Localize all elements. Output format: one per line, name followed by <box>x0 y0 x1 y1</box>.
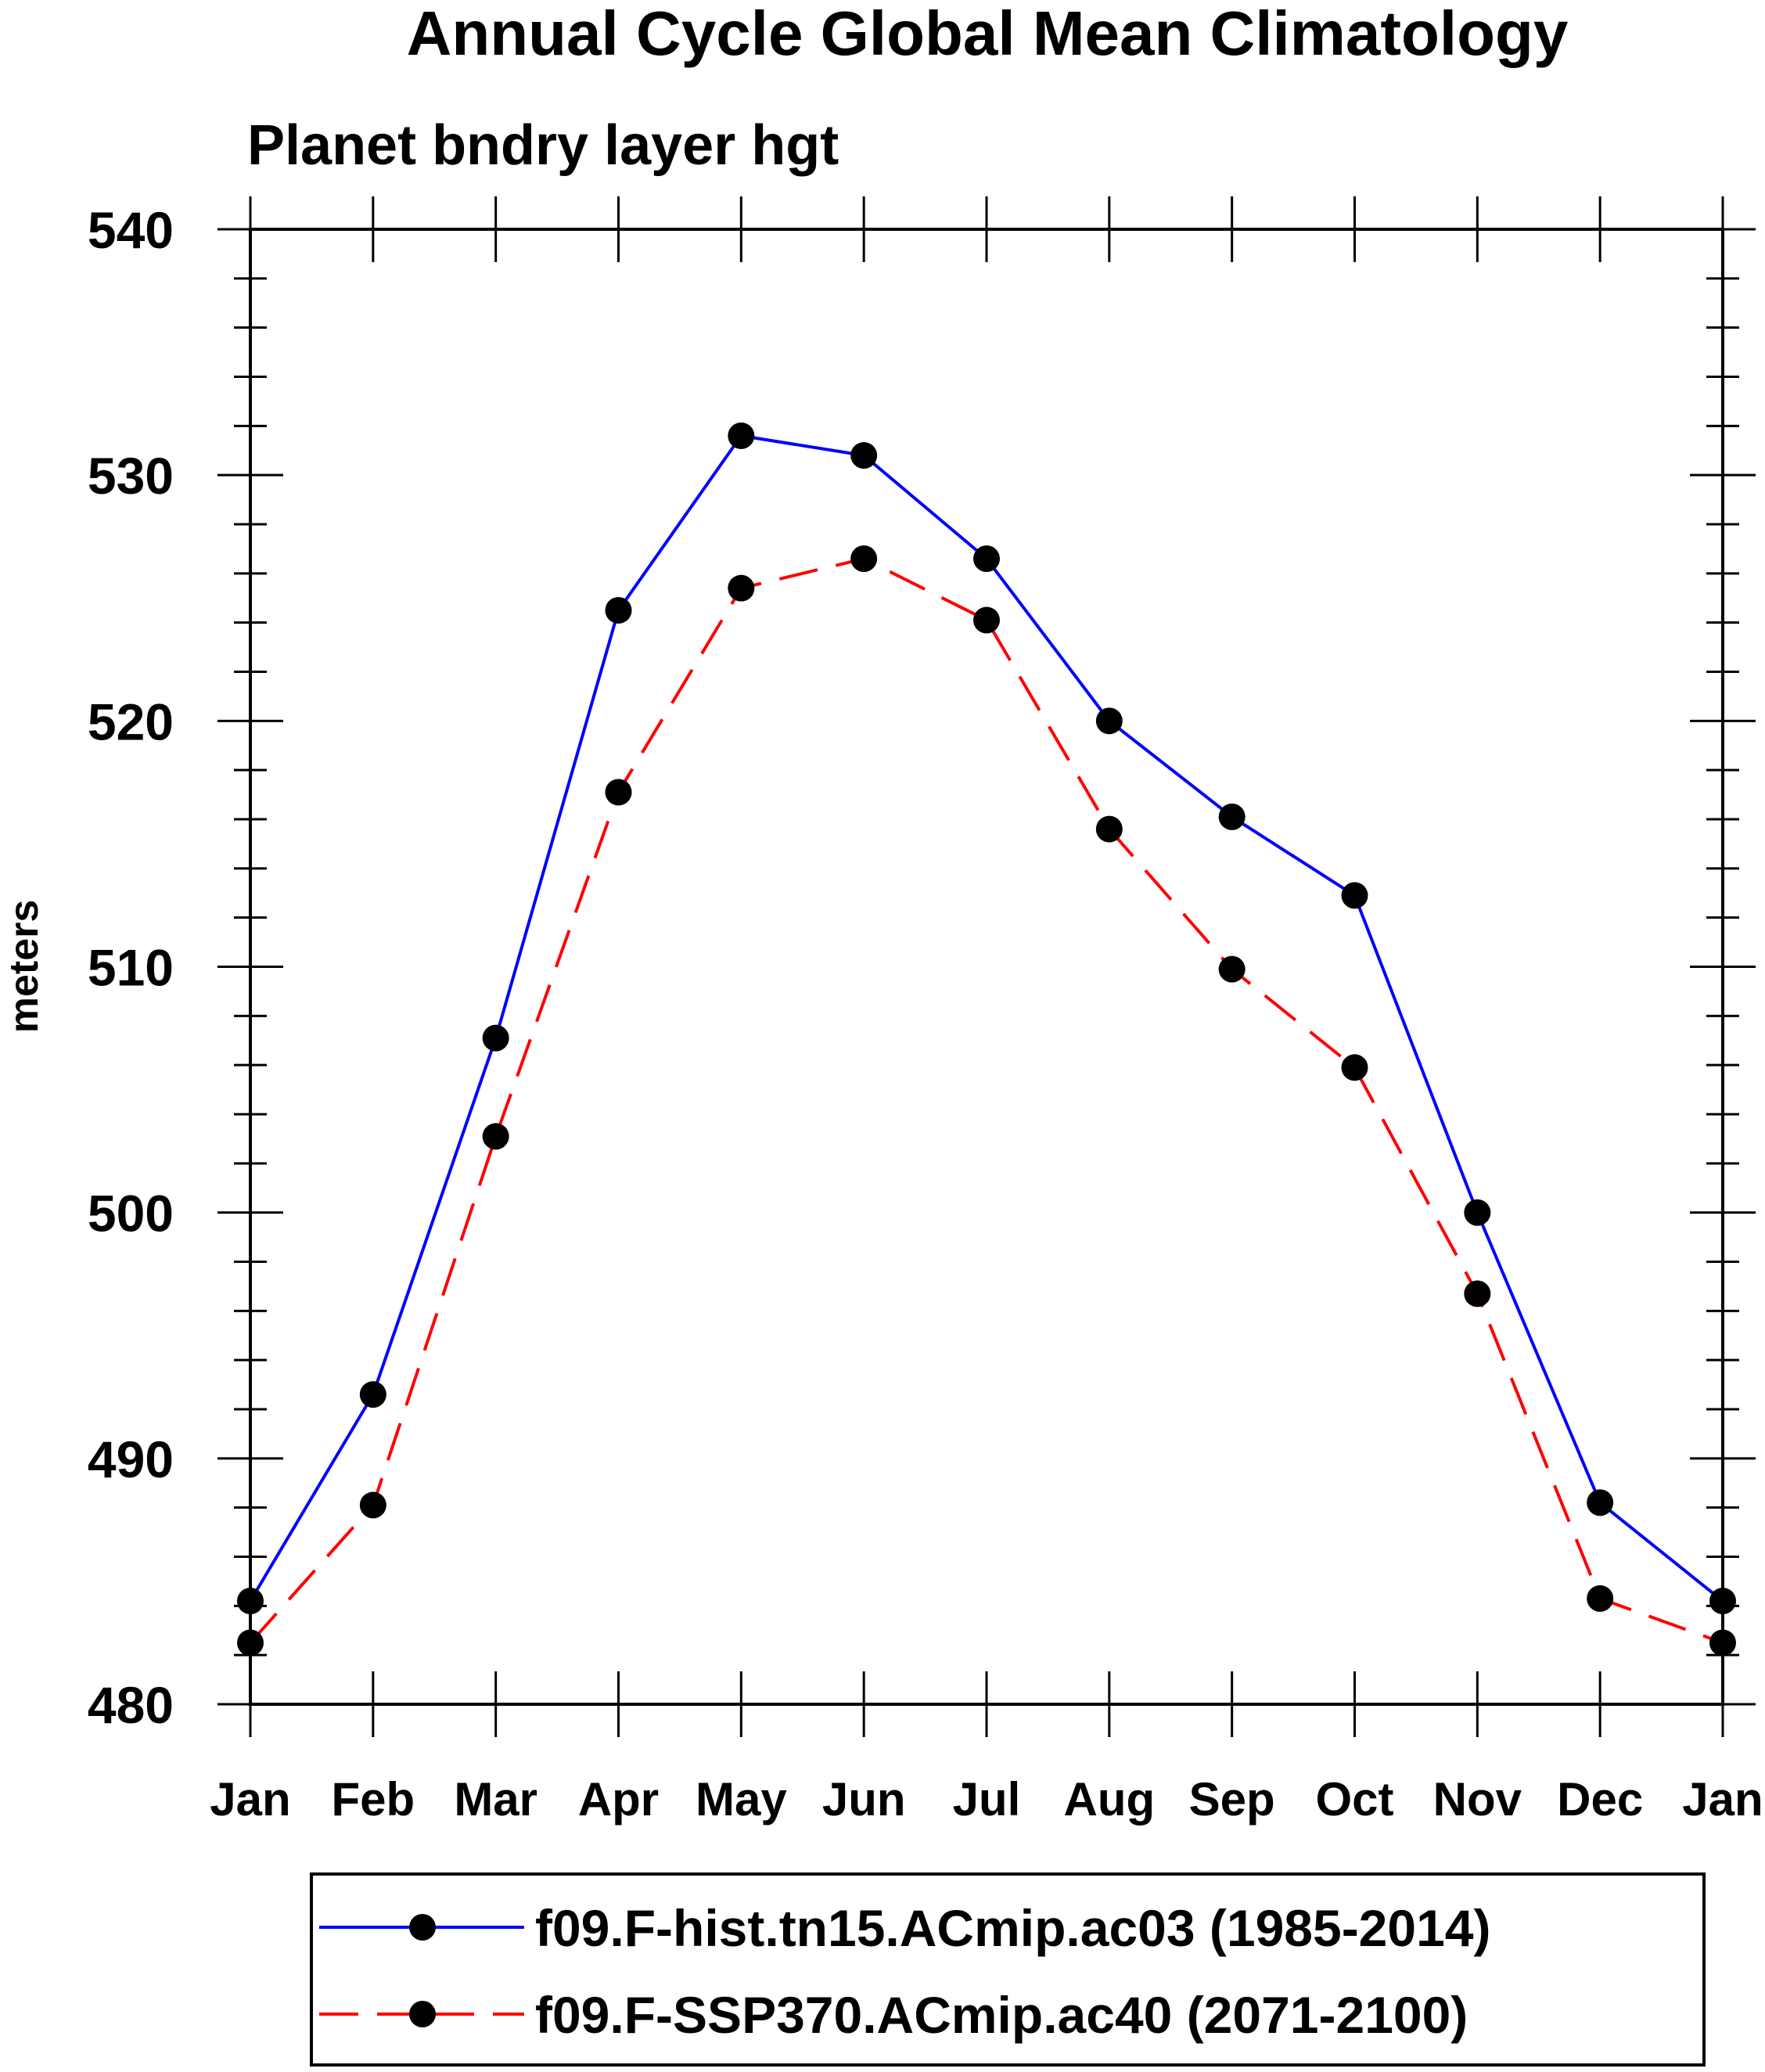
x-tick-label: Jan <box>210 1773 290 1826</box>
data-point <box>973 606 1000 634</box>
x-tick-label: May <box>696 1773 787 1826</box>
legend-entry: f09.F-SSP370.ACmip.ac40 (2071-2100) <box>319 1986 1468 2044</box>
y-tick-label: 520 <box>88 692 174 750</box>
x-tick-label: Sep <box>1189 1773 1275 1826</box>
data-point <box>482 1123 509 1150</box>
data-point <box>973 545 1000 572</box>
series-1 <box>237 422 1736 1615</box>
data-point <box>605 596 632 624</box>
x-tick-label: Aug <box>1064 1773 1156 1826</box>
legend-label: f09.F-hist.tn15.ACmip.ac03 (1985-2014) <box>535 1899 1490 1957</box>
x-tick-label: Feb <box>331 1773 415 1826</box>
axes: 480 490 500 510 520 530 540 Jan Feb Mar Apr May Jun J… <box>88 196 1763 1826</box>
x-tick-label: Mar <box>454 1773 537 1826</box>
data-point <box>1709 1588 1736 1615</box>
x-tick-label: Jun <box>822 1773 906 1826</box>
legend: f09.F-hist.tn15.ACmip.ac03 (1985-2014) f0… <box>310 1872 1706 2067</box>
x-tick-label: Jan <box>1682 1773 1763 1826</box>
x-tick-label: Oct <box>1315 1773 1393 1826</box>
data-point <box>850 545 878 572</box>
x-tick-label: Jul <box>953 1773 1021 1826</box>
y-tick-label: 500 <box>88 1185 174 1243</box>
legend-box <box>310 1872 1706 2067</box>
y-tick-label: 540 <box>88 201 174 259</box>
data-point <box>1464 1199 1491 1226</box>
x-tick-label: Dec <box>1557 1773 1643 1826</box>
y-tick-label: 490 <box>88 1430 174 1488</box>
data-point <box>1095 707 1123 735</box>
data-point <box>1587 1489 1614 1516</box>
data-point <box>482 1024 509 1052</box>
plot-series <box>237 422 1736 1657</box>
series-2 <box>237 545 1736 1657</box>
data-point <box>359 1381 386 1408</box>
data-point <box>237 1629 264 1657</box>
y-tick-label: 510 <box>88 939 174 997</box>
data-point <box>1464 1280 1491 1308</box>
data-point <box>1218 803 1246 830</box>
x-tick-label: Nov <box>1433 1773 1522 1826</box>
chart-subtitle: Planet bndry layer hgt <box>247 114 839 177</box>
data-point <box>1218 955 1246 983</box>
data-point <box>605 779 632 806</box>
data-point <box>1709 1629 1736 1657</box>
data-point <box>1095 815 1123 843</box>
data-point <box>728 422 755 449</box>
data-point <box>728 574 755 602</box>
data-point <box>237 1588 264 1615</box>
data-point <box>359 1491 386 1519</box>
y-tick-label: 480 <box>88 1676 174 1734</box>
data-point <box>1587 1585 1614 1612</box>
data-point <box>1341 1054 1368 1081</box>
data-point <box>850 442 878 469</box>
chart-title: Annual Cycle Global Mean Climatology <box>407 0 1569 68</box>
y-axis-label: meters <box>2 900 47 1034</box>
legend-entry: f09.F-hist.tn15.ACmip.ac03 (1985-2014) <box>319 1899 1490 1957</box>
data-point <box>1341 882 1368 909</box>
legend-marker <box>409 2001 436 2027</box>
legend-marker <box>409 1914 436 1941</box>
legend-label: f09.F-SSP370.ACmip.ac40 (2071-2100) <box>535 1986 1468 2044</box>
y-tick-label: 530 <box>88 447 174 505</box>
x-tick-label: Apr <box>578 1773 659 1826</box>
